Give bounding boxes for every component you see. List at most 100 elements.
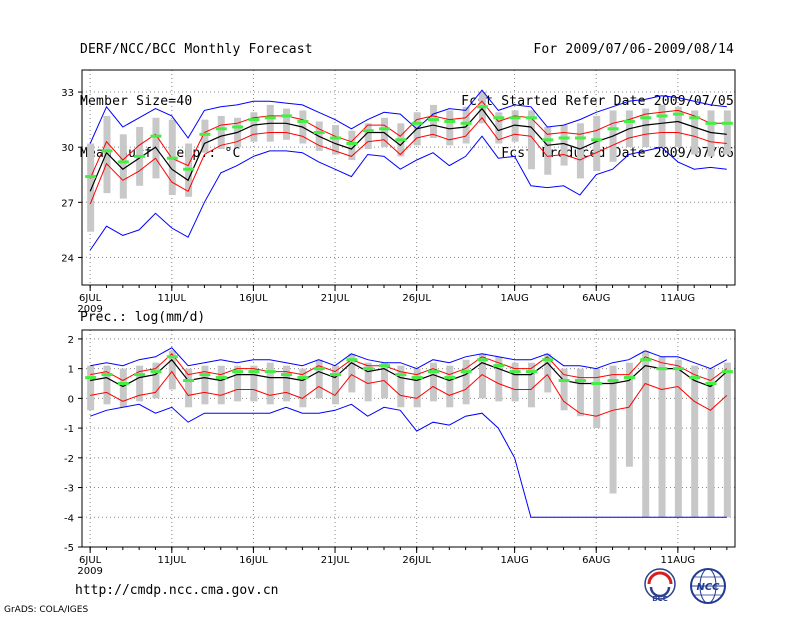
spread-box bbox=[658, 104, 666, 148]
y-tick-label: -5 bbox=[64, 543, 74, 554]
ncc-logo-text: NCC bbox=[696, 582, 720, 593]
spread-box bbox=[593, 115, 601, 172]
x-year-label: 2009 bbox=[77, 304, 102, 315]
ensemble-marker bbox=[444, 119, 456, 123]
spread-box bbox=[283, 365, 291, 402]
spread-box bbox=[397, 365, 405, 408]
ensemble-marker bbox=[721, 121, 733, 125]
spread-box bbox=[642, 108, 650, 148]
y-tick-label: -1 bbox=[64, 424, 74, 435]
ensemble-marker bbox=[689, 116, 701, 120]
max-line bbox=[89, 89, 727, 144]
spread-box bbox=[674, 359, 682, 518]
ensemble-marker bbox=[607, 379, 619, 383]
ensemble-marker bbox=[281, 373, 293, 377]
spread-box bbox=[593, 368, 601, 429]
spread-box bbox=[707, 110, 715, 157]
ensemble-marker bbox=[656, 367, 668, 371]
bcc-logo: BCC bbox=[644, 568, 676, 603]
ensemble-marker bbox=[346, 142, 358, 146]
spread-box bbox=[462, 359, 470, 405]
lower-band-line bbox=[89, 117, 727, 205]
ensemble-marker bbox=[591, 382, 603, 386]
ensemble-marker bbox=[379, 364, 391, 368]
x-tick-label: 16JUL bbox=[239, 555, 268, 566]
panel-frame bbox=[81, 329, 736, 548]
spread-box bbox=[527, 110, 535, 170]
x-tick-label: 11JUL bbox=[157, 555, 186, 566]
x-tick-label: 1AUG bbox=[500, 293, 528, 304]
y-tick-label: 30 bbox=[61, 143, 74, 154]
ensemble-marker bbox=[117, 160, 129, 164]
ensemble-marker bbox=[183, 379, 195, 383]
ensemble-marker bbox=[558, 379, 570, 383]
spread-box bbox=[266, 362, 274, 405]
ensemble-marker bbox=[705, 121, 717, 125]
spread-box bbox=[217, 115, 225, 150]
spread-box bbox=[364, 362, 372, 402]
upper-band-line bbox=[90, 353, 728, 382]
y-tick-label: 27 bbox=[61, 198, 74, 209]
ensemble-marker bbox=[672, 112, 684, 116]
bcc-logo-text: BCC bbox=[652, 595, 668, 603]
spread-box bbox=[413, 368, 421, 408]
spread-box bbox=[299, 368, 307, 408]
ensemble-marker bbox=[150, 134, 162, 138]
ensemble-marker bbox=[623, 119, 635, 123]
spread-box bbox=[511, 362, 519, 402]
ensemble-marker bbox=[297, 376, 309, 380]
ensemble-marker bbox=[476, 105, 488, 109]
spread-box bbox=[429, 104, 437, 138]
spread-box bbox=[511, 110, 519, 142]
spread-box bbox=[446, 365, 454, 408]
ensemble-marker bbox=[232, 370, 244, 374]
y-tick-label: 33 bbox=[61, 88, 74, 99]
spread-box bbox=[348, 353, 356, 393]
spread-box bbox=[185, 368, 193, 408]
ensemble-marker bbox=[150, 370, 162, 374]
spread-box bbox=[495, 112, 503, 144]
spread-box bbox=[495, 356, 503, 402]
ensemble-marker bbox=[574, 379, 586, 383]
upper-band-line bbox=[89, 100, 727, 179]
spread-box bbox=[168, 350, 176, 390]
x-tick-label: 1AUG bbox=[500, 555, 528, 566]
spread-box bbox=[478, 353, 486, 399]
spread-box bbox=[201, 365, 209, 405]
x-tick-label: 21JUL bbox=[321, 555, 350, 566]
spread-box bbox=[136, 365, 144, 402]
ensemble-marker bbox=[607, 127, 619, 131]
header-right: For 2009/07/06-2009/08/14 Fcst Started R… bbox=[461, 10, 734, 182]
ensemble-marker bbox=[346, 358, 358, 362]
spread-box bbox=[658, 356, 666, 518]
member-size: Member Size=40 bbox=[80, 94, 193, 109]
ensemble-marker bbox=[525, 370, 537, 374]
spread-box bbox=[315, 359, 323, 399]
y-tick-label: -4 bbox=[64, 513, 74, 524]
ensemble-marker bbox=[379, 127, 391, 131]
ensemble-marker bbox=[183, 167, 195, 171]
x-tick-label: 21JUL bbox=[321, 293, 350, 304]
spread-box bbox=[429, 362, 437, 402]
ensemble-marker bbox=[85, 376, 97, 380]
website-url[interactable]: http://cmdp.ncc.cma.gov.cn bbox=[75, 583, 279, 598]
ensemble-marker bbox=[117, 382, 129, 386]
ensemble-marker bbox=[493, 364, 505, 368]
ensemble-marker bbox=[215, 376, 227, 380]
ensemble-marker bbox=[248, 118, 260, 122]
spread-box bbox=[332, 125, 340, 155]
mean-line bbox=[90, 358, 728, 388]
spread-box bbox=[250, 365, 258, 402]
ensemble-marker bbox=[542, 138, 554, 142]
ensemble-marker bbox=[101, 149, 113, 153]
x-tick-label: 6AUG bbox=[582, 293, 610, 304]
x-tick-label: 26JUL bbox=[402, 293, 431, 304]
ensemble-marker bbox=[199, 132, 211, 136]
spread-box bbox=[201, 119, 209, 153]
spread-box bbox=[723, 362, 731, 518]
ensemble-marker bbox=[640, 358, 652, 362]
ensemble-marker bbox=[166, 156, 178, 160]
ensemble-marker bbox=[281, 114, 293, 118]
ensemble-marker bbox=[444, 376, 456, 380]
spread-box bbox=[332, 365, 340, 405]
